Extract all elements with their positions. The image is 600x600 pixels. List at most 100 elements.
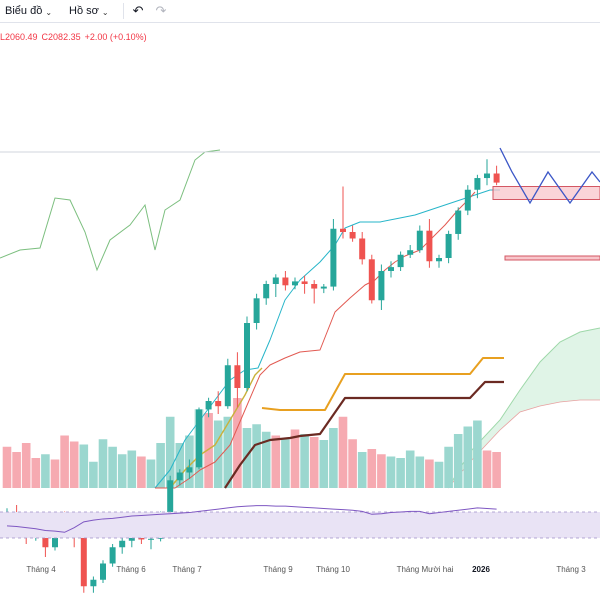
candle-body — [90, 579, 97, 587]
toolbar-border — [0, 22, 600, 23]
chevron-down-icon: ⌄ — [101, 7, 109, 17]
toolbar-divider — [122, 3, 124, 19]
candle-body — [196, 409, 202, 468]
volume-bar — [60, 435, 69, 488]
volume-bar — [233, 398, 242, 488]
candle-body — [176, 472, 183, 481]
volume-bar — [165, 416, 175, 488]
x-tick-label: Tháng Mười hai — [396, 565, 454, 574]
volume-bar — [223, 416, 233, 488]
profile-menu-button[interactable]: Hồ sơ ⌄ — [69, 5, 109, 17]
x-tick-label: Tháng 9 — [263, 565, 293, 574]
projection-path — [499, 147, 600, 205]
lagging-span-line — [0, 149, 221, 272]
volume-layer — [2, 398, 501, 488]
candle-body — [368, 259, 375, 301]
candle-body — [378, 271, 385, 301]
profile-menu-label: Hồ sơ — [69, 5, 99, 17]
volume-bar — [89, 461, 98, 488]
pattern-layer — [492, 147, 600, 261]
x-tick-label: Tháng 6 — [116, 565, 146, 574]
volume-bar — [357, 452, 367, 488]
volume-bar — [41, 454, 50, 488]
volume-bar — [79, 444, 89, 488]
indicator-lines-layer — [0, 151, 600, 489]
candle-body — [80, 537, 87, 587]
volume-bar — [261, 431, 271, 488]
volume-bar — [405, 450, 415, 488]
candle-body — [292, 281, 298, 286]
volume-bar — [21, 443, 31, 488]
chart-menu-button[interactable]: Biểu đồ ⌄ — [5, 5, 52, 17]
candle-body — [445, 233, 452, 258]
candle-body — [282, 277, 289, 286]
volume-bar — [377, 454, 386, 488]
volume-bar — [290, 429, 300, 488]
candle-body — [311, 284, 318, 289]
ichimoku-cloud — [448, 328, 600, 488]
redo-icon[interactable]: ↷ — [155, 3, 167, 18]
volume-bar — [444, 446, 453, 488]
volume-bar — [204, 413, 213, 488]
candle-body — [407, 250, 414, 255]
tenkan-line — [154, 189, 500, 489]
chevron-down-icon: ⌄ — [45, 7, 53, 17]
rsi-pane — [0, 505, 600, 539]
undo-icon[interactable]: ↶ — [132, 3, 144, 18]
candle-body — [455, 210, 462, 234]
candle-body — [397, 254, 404, 268]
volume-bar — [309, 437, 319, 488]
chart-menu-label: Biểu đồ — [5, 5, 43, 17]
x-tick-label: Tháng 7 — [172, 565, 202, 574]
volume-bar — [2, 446, 12, 488]
candle-body — [167, 480, 174, 515]
candle-body — [148, 538, 154, 540]
candle-body — [186, 467, 193, 473]
volume-bar — [300, 434, 309, 488]
candle-body — [42, 529, 49, 548]
volume-bar — [415, 456, 425, 488]
candle-body — [493, 173, 500, 183]
volume-bar — [386, 456, 396, 488]
volume-bar — [492, 452, 501, 488]
volume-bar — [271, 435, 281, 488]
volume-bar — [482, 450, 492, 488]
resistance-zone — [492, 186, 600, 200]
volume-bar — [137, 456, 146, 488]
candle-body — [359, 238, 366, 260]
candle-body — [474, 178, 481, 190]
candle-body — [349, 232, 356, 239]
volume-bar — [473, 420, 482, 488]
candle-body — [263, 284, 270, 299]
candle-body — [340, 228, 346, 232]
volume-bar — [425, 459, 434, 488]
volume-bar — [242, 428, 252, 488]
candle-body — [301, 281, 308, 284]
rsi-band — [0, 512, 600, 538]
candle-body — [205, 401, 212, 410]
candle-body — [119, 540, 126, 548]
volume-bar — [127, 450, 137, 488]
volume-bar — [31, 458, 41, 488]
candle-body — [234, 365, 241, 388]
x-tick-label: Tháng 3 — [556, 565, 586, 574]
ohlc-close: C2082.35 — [41, 32, 81, 42]
candle-body — [272, 277, 279, 284]
ma-long-line — [261, 357, 504, 411]
volume-bar — [146, 459, 156, 488]
x-tick-label: 2026 — [472, 565, 490, 574]
candle-body — [100, 563, 106, 580]
volume-bar — [367, 449, 377, 488]
volume-bar — [453, 434, 463, 488]
volume-bar — [108, 446, 117, 488]
support-zone — [504, 255, 600, 261]
candle-body — [109, 547, 116, 564]
ohlc-legend: L2060.49 C2082.35 +2.00 (+0.10%) — [0, 32, 147, 42]
volume-bar — [213, 420, 223, 488]
candle-body — [253, 298, 260, 323]
candle-body — [330, 228, 337, 287]
volume-bar — [329, 428, 338, 488]
candle-body — [388, 267, 394, 271]
ohlc-change: +2.00 (+0.10%) — [84, 32, 147, 42]
